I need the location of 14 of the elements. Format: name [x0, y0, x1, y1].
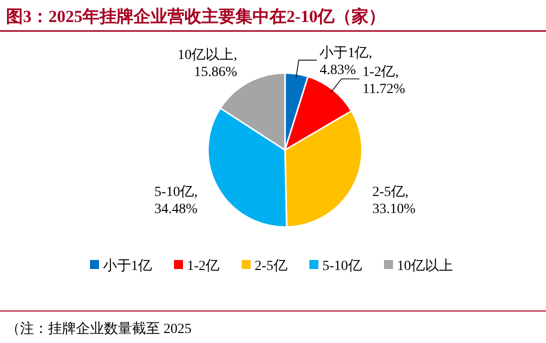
chart-title: 图3：2025年挂牌企业营收主要集中在2-10亿（家） [6, 7, 386, 26]
data-label: 2-5亿,33.10% [372, 184, 416, 217]
text: （注：挂牌企业数量截至 2025 [6, 321, 192, 337]
data-label: 5-10亿,34.48% [154, 184, 198, 217]
legend-label: 10亿以上 [397, 258, 454, 274]
pie-slice [284, 110, 363, 228]
legend-label: 5-10亿 [322, 258, 362, 274]
data-label: 1-2亿,11.72% [362, 64, 406, 97]
legend-label: 1-2亿 [187, 258, 220, 274]
pie-slice [284, 76, 352, 151]
pie-slice [207, 107, 288, 228]
legend-label: 小于1亿 [103, 258, 152, 274]
legend-label: 2-5亿 [254, 258, 288, 274]
data-label: 10亿以上,15.86% [178, 47, 238, 80]
